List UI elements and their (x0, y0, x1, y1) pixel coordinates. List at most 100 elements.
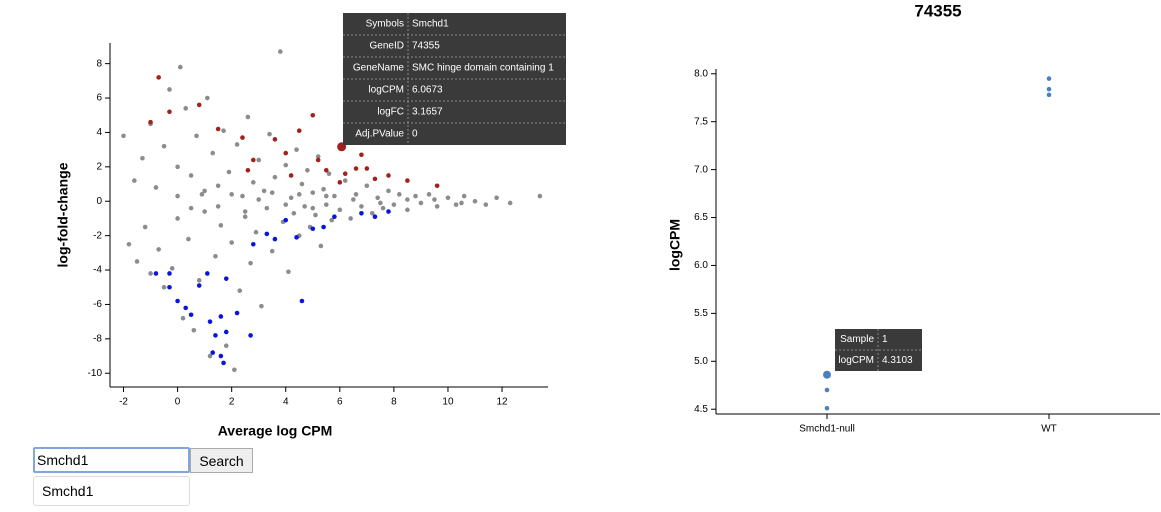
point (221, 128, 226, 134)
tooltip: Sample 1 logCPM 4.3103 (835, 329, 922, 371)
point (250, 241, 256, 247)
search-input[interactable]: Smchd1 (33, 447, 190, 473)
point (283, 150, 289, 156)
point (223, 329, 229, 335)
point (418, 200, 424, 206)
point (175, 164, 180, 170)
point (156, 75, 161, 80)
point (132, 178, 137, 183)
point (191, 327, 197, 333)
point (269, 248, 275, 254)
point (326, 171, 332, 177)
point (153, 271, 159, 276)
point (386, 209, 391, 214)
point (194, 133, 199, 139)
point (250, 180, 256, 185)
tooltip-value: SMC hinge domain containing 1 (412, 63, 554, 74)
point (329, 217, 335, 223)
point (175, 193, 180, 199)
y-axis-title: log-fold-change (55, 162, 71, 267)
point (196, 283, 202, 288)
tooltip-label: logCPM (838, 355, 874, 366)
point (386, 188, 391, 194)
point (375, 195, 380, 201)
point (167, 284, 172, 290)
point (269, 190, 275, 195)
point (353, 192, 359, 197)
point (283, 217, 289, 223)
tooltip-label: GeneName (353, 63, 405, 74)
point (234, 142, 240, 147)
point (126, 241, 132, 247)
point (259, 303, 264, 309)
tooltip: Symbols Smchd1 GeneID 74355 GeneName SMC hing… (343, 13, 566, 145)
point (264, 205, 270, 211)
chart-title: 74355 (914, 1, 961, 20)
point (188, 205, 194, 211)
point (267, 131, 272, 137)
point (494, 195, 499, 201)
suggestion[interactable]: Smchd1 (33, 476, 190, 506)
point (372, 176, 378, 182)
search-button[interactable]: Search (190, 448, 253, 473)
x-tick-label: 8 (391, 397, 397, 408)
point (296, 128, 302, 134)
point (291, 210, 297, 216)
point (183, 106, 189, 111)
y-tick-label: -8 (93, 333, 102, 344)
point (278, 49, 283, 54)
point (286, 269, 291, 275)
point (264, 231, 270, 237)
point (240, 193, 245, 199)
point (332, 193, 337, 199)
tooltip-value: 1 (882, 334, 888, 345)
point (537, 193, 543, 199)
point (353, 166, 359, 171)
point (218, 353, 224, 359)
tooltip-value: 0 (412, 129, 418, 140)
point (342, 171, 348, 177)
y-tick-label: -10 (88, 368, 103, 379)
y-tick-label: 7.5 (694, 116, 708, 127)
point (372, 214, 378, 220)
y-tick-label: -6 (93, 299, 102, 310)
point (432, 197, 437, 202)
point (175, 298, 180, 304)
point (359, 204, 364, 209)
point (188, 312, 194, 318)
point (1046, 86, 1052, 92)
point (210, 150, 216, 156)
point (250, 157, 256, 163)
point (140, 155, 145, 161)
point (364, 166, 370, 171)
point (169, 266, 175, 271)
point (507, 200, 513, 206)
tooltip-label: logCPM (368, 85, 404, 96)
point (242, 214, 248, 220)
point (242, 209, 248, 214)
point (215, 204, 221, 209)
point (459, 200, 464, 206)
point (283, 162, 289, 168)
point (288, 173, 294, 178)
point (153, 185, 159, 190)
point (364, 183, 370, 189)
point (199, 192, 205, 197)
x-tick-label: -2 (119, 397, 128, 408)
y-tick-label: 8 (96, 58, 102, 69)
point (261, 188, 267, 194)
point (323, 167, 329, 173)
y-tick-label: -2 (93, 230, 102, 241)
point (215, 126, 221, 132)
point (226, 169, 232, 175)
tooltip-value: 4.3103 (882, 355, 913, 366)
point (323, 193, 329, 199)
point (321, 186, 326, 192)
point (245, 167, 251, 173)
point (188, 173, 194, 178)
x-tick-label: Smchd1-null (799, 424, 855, 435)
point (453, 202, 459, 207)
point (348, 216, 353, 221)
point (196, 278, 202, 283)
